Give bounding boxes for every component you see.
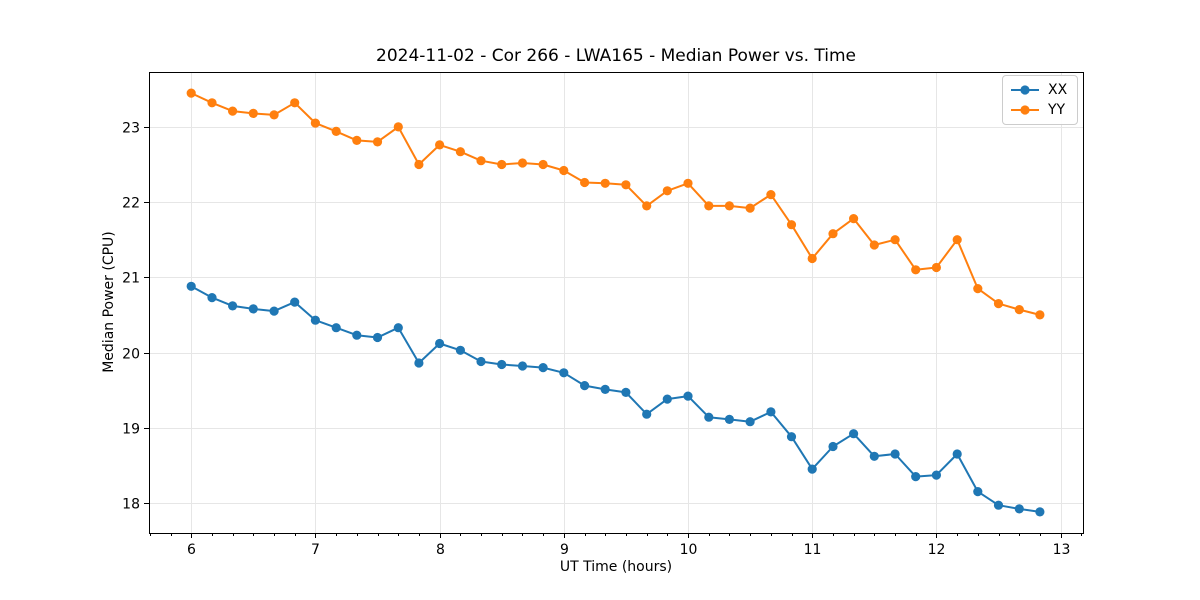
- svg-text:19: 19: [122, 422, 140, 438]
- legend-label-xx: XX: [1048, 82, 1068, 98]
- svg-text:13: 13: [1053, 542, 1071, 558]
- legend-marker-xx-icon: [1010, 84, 1040, 96]
- svg-text:9: 9: [560, 542, 569, 558]
- svg-text:18: 18: [122, 497, 140, 513]
- grid-lines: [149, 72, 1083, 533]
- svg-text:6: 6: [187, 542, 196, 558]
- legend-item-xx: XX: [1010, 82, 1070, 98]
- svg-text:12: 12: [928, 542, 946, 558]
- chart-title: 2024-11-02 - Cor 266 - LWA165 - Median P…: [376, 46, 856, 66]
- legend-label-yy: YY: [1048, 102, 1066, 118]
- svg-text:11: 11: [804, 542, 822, 558]
- svg-text:8: 8: [436, 542, 445, 558]
- axis-ticks: [144, 127, 1082, 538]
- svg-text:20: 20: [122, 347, 140, 363]
- plot-frame: [149, 72, 1084, 534]
- legend-marker-yy-icon: [1010, 104, 1040, 116]
- svg-text:22: 22: [122, 196, 140, 212]
- x-axis-label: UT Time (hours): [559, 559, 673, 575]
- legend: XX YY: [1002, 75, 1078, 125]
- svg-text:10: 10: [680, 542, 698, 558]
- svg-text:23: 23: [122, 121, 140, 137]
- svg-text:7: 7: [311, 542, 320, 558]
- legend-item-yy: YY: [1010, 102, 1070, 118]
- data-series: [186, 88, 1045, 517]
- tick-labels: 6 7 8 9 10 11 12 13 18 19 20 21 22 23: [122, 121, 1070, 559]
- svg-text:21: 21: [122, 271, 140, 287]
